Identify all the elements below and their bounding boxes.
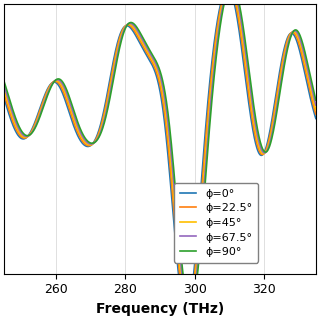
ϕ=67.5°: [187, 309, 191, 313]
ϕ=67.5°: [252, 110, 255, 114]
ϕ=67.5°: [246, 68, 250, 72]
ϕ=45°: [128, 22, 132, 26]
ϕ=90°: [140, 33, 143, 37]
ϕ=45°: [2, 88, 6, 92]
ϕ=90°: [2, 80, 6, 84]
ϕ=22.5°: [128, 24, 132, 28]
ϕ=0°: [246, 94, 250, 98]
ϕ=22.5°: [185, 310, 189, 314]
ϕ=22.5°: [246, 86, 250, 90]
ϕ=90°: [252, 102, 255, 106]
Line: ϕ=90°: ϕ=90°: [4, 0, 316, 310]
ϕ=67.5°: [314, 103, 318, 107]
ϕ=22.5°: [2, 92, 6, 96]
ϕ=0°: [314, 116, 318, 120]
ϕ=0°: [252, 131, 255, 135]
ϕ=90°: [34, 124, 38, 128]
ϕ=45°: [252, 117, 255, 121]
ϕ=45°: [314, 108, 318, 112]
ϕ=45°: [217, 23, 220, 27]
ϕ=0°: [184, 311, 188, 315]
ϕ=67.5°: [128, 21, 132, 25]
ϕ=0°: [140, 44, 143, 48]
ϕ=90°: [217, 36, 220, 40]
X-axis label: Frequency (THz): Frequency (THz): [96, 302, 224, 316]
Line: ϕ=67.5°: ϕ=67.5°: [4, 0, 316, 311]
ϕ=22.5°: [314, 112, 318, 116]
Line: ϕ=22.5°: ϕ=22.5°: [4, 0, 316, 312]
ϕ=0°: [2, 97, 6, 100]
ϕ=90°: [128, 21, 132, 25]
ϕ=90°: [188, 308, 192, 312]
Line: ϕ=45°: ϕ=45°: [4, 0, 316, 311]
Legend: ϕ=0°, ϕ=22.5°, ϕ=45°, ϕ=67.5°, ϕ=90°: ϕ=0°, ϕ=22.5°, ϕ=45°, ϕ=67.5°, ϕ=90°: [174, 183, 258, 263]
ϕ=22.5°: [217, 18, 220, 21]
ϕ=45°: [140, 39, 143, 43]
ϕ=90°: [314, 98, 318, 102]
ϕ=67.5°: [2, 84, 6, 88]
ϕ=22.5°: [140, 41, 143, 45]
ϕ=90°: [246, 59, 250, 63]
ϕ=0°: [34, 117, 38, 121]
ϕ=45°: [186, 309, 190, 313]
Line: ϕ=0°: ϕ=0°: [4, 0, 316, 313]
ϕ=22.5°: [34, 119, 38, 123]
ϕ=0°: [217, 12, 220, 16]
ϕ=67.5°: [140, 36, 143, 40]
ϕ=45°: [34, 121, 38, 125]
ϕ=22.5°: [252, 124, 255, 128]
ϕ=0°: [128, 26, 132, 29]
ϕ=67.5°: [217, 29, 220, 33]
ϕ=45°: [246, 77, 250, 81]
ϕ=67.5°: [34, 123, 38, 127]
